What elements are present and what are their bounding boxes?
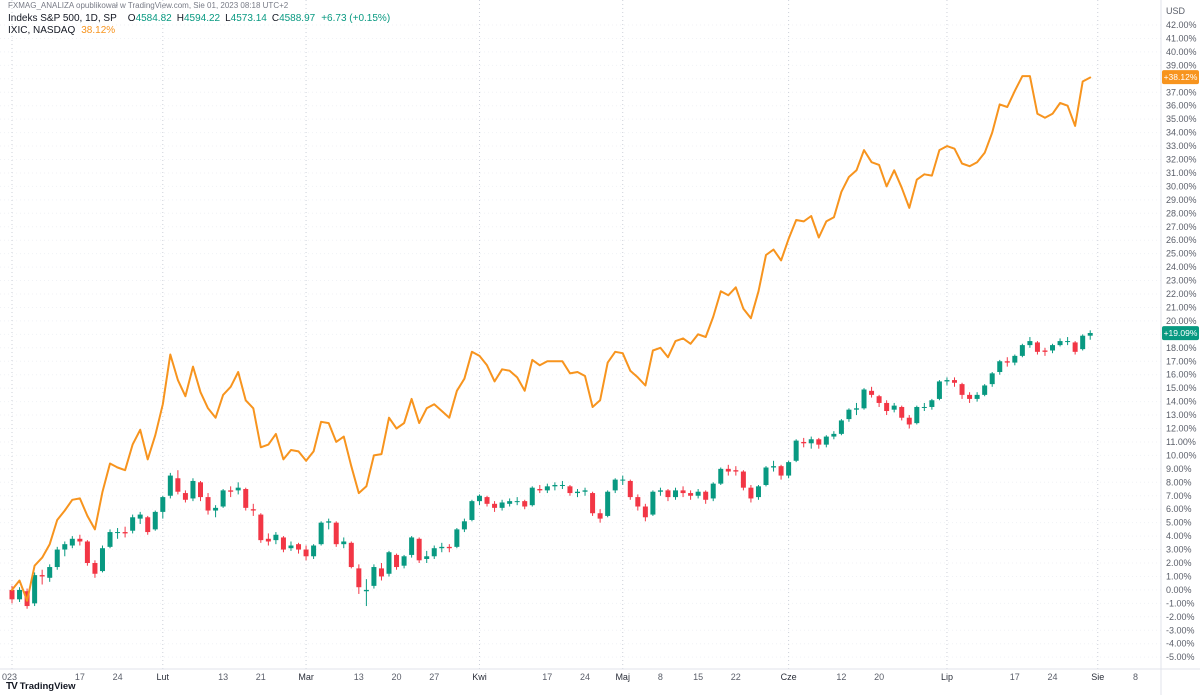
tradingview-logo[interactable]: TV TradingView	[6, 681, 76, 692]
svg-text:0.00%: 0.00%	[1166, 585, 1192, 595]
tradingview-logo-icon: TV	[6, 681, 18, 692]
grid-horizontal	[0, 24, 1161, 658]
main-symbol-title: Indeks S&P 500, 1D, SP	[8, 13, 117, 24]
svg-text:26.00%: 26.00%	[1166, 235, 1197, 245]
svg-text:-4.00%: -4.00%	[1166, 639, 1195, 649]
svg-text:42.00%: 42.00%	[1166, 20, 1197, 30]
svg-text:24.00%: 24.00%	[1166, 262, 1197, 272]
svg-text:-3.00%: -3.00%	[1166, 625, 1195, 635]
svg-text:30.00%: 30.00%	[1166, 181, 1197, 191]
svg-text:27: 27	[429, 672, 439, 682]
svg-text:9.00%: 9.00%	[1166, 464, 1192, 474]
svg-text:40.00%: 40.00%	[1166, 47, 1197, 57]
svg-text:4.00%: 4.00%	[1166, 531, 1192, 541]
svg-text:8: 8	[658, 672, 663, 682]
svg-text:-5.00%: -5.00%	[1166, 652, 1195, 662]
compare-symbol-title: IXIC, NASDAQ	[8, 25, 76, 36]
main-ohlc-values: O4584.82 H4594.22 L4573.14 C4588.97	[127, 13, 316, 24]
svg-text:17: 17	[1010, 672, 1020, 682]
svg-text:14.00%: 14.00%	[1166, 397, 1197, 407]
svg-text:33.00%: 33.00%	[1166, 141, 1197, 151]
legend-main-row[interactable]: Indeks S&P 500, 1D, SP O4584.82 H4594.22 L…	[8, 13, 390, 25]
svg-text:21: 21	[256, 672, 266, 682]
svg-text:22.00%: 22.00%	[1166, 289, 1197, 299]
svg-text:34.00%: 34.00%	[1166, 128, 1197, 138]
price-axis[interactable]: USD 42.00% 41.00% 40.00% 39.00% 37.00% 36.00% 3…	[1162, 6, 1199, 662]
compare-line-nasdaq	[11, 75, 1092, 602]
time-axis[interactable]: 023 17 24 Lut 13 21 Mar 13 20 27 Kwi 17 24 Maj 8 15 22 Cz…	[2, 672, 1138, 682]
svg-text:+38.12%: +38.12%	[1164, 72, 1198, 82]
svg-text:36.00%: 36.00%	[1166, 101, 1197, 111]
chart-legend: Indeks S&P 500, 1D, SP O4584.82 H4594.22 L…	[8, 13, 390, 37]
svg-text:20: 20	[391, 672, 401, 682]
main-change: +6.73 (+0.15%)	[321, 13, 391, 24]
publish-info: FXMAG_ANALIZA opublikował w TradingView.…	[8, 1, 289, 10]
svg-text:13: 13	[354, 672, 364, 682]
svg-text:Kwi: Kwi	[472, 672, 487, 682]
last-value-badge: +38.12%	[1162, 70, 1199, 85]
svg-text:20.00%: 20.00%	[1166, 316, 1197, 326]
svg-text:13: 13	[218, 672, 228, 682]
svg-text:12: 12	[836, 672, 846, 682]
svg-text:37.00%: 37.00%	[1166, 87, 1197, 97]
compare-change-value: 38.12%	[81, 25, 116, 36]
svg-text:Cze: Cze	[781, 672, 797, 682]
svg-text:15.00%: 15.00%	[1166, 383, 1197, 393]
svg-text:39.00%: 39.00%	[1166, 60, 1197, 70]
svg-text:USD: USD	[1166, 6, 1186, 16]
svg-text:20: 20	[874, 672, 884, 682]
svg-text:023: 023	[2, 672, 17, 682]
svg-text:16.00%: 16.00%	[1166, 370, 1197, 380]
svg-text:Sie: Sie	[1091, 672, 1104, 682]
svg-text:11.00%: 11.00%	[1166, 437, 1196, 447]
svg-text:Lip: Lip	[941, 672, 953, 682]
grid-vertical	[11, 0, 1099, 669]
svg-text:12.00%: 12.00%	[1166, 424, 1197, 434]
svg-text:8.00%: 8.00%	[1166, 477, 1192, 487]
svg-text:25.00%: 25.00%	[1166, 249, 1197, 259]
svg-text:28.00%: 28.00%	[1166, 208, 1197, 218]
svg-text:18.00%: 18.00%	[1166, 343, 1197, 353]
svg-text:41.00%: 41.00%	[1166, 33, 1197, 43]
svg-text:3.00%: 3.00%	[1166, 545, 1192, 555]
svg-text:Mar: Mar	[298, 672, 314, 682]
svg-text:35.00%: 35.00%	[1166, 114, 1197, 124]
svg-text:2.00%: 2.00%	[1166, 558, 1192, 568]
svg-text:5.00%: 5.00%	[1166, 518, 1192, 528]
svg-text:17: 17	[542, 672, 552, 682]
candlestick-series	[9, 330, 1093, 609]
svg-text:Maj: Maj	[615, 672, 630, 682]
svg-text:21.00%: 21.00%	[1166, 302, 1197, 312]
svg-text:23.00%: 23.00%	[1166, 276, 1197, 286]
last-value-badge: +19.09%	[1162, 326, 1199, 341]
svg-text:22: 22	[731, 672, 741, 682]
svg-text:-1.00%: -1.00%	[1166, 598, 1195, 608]
svg-text:32.00%: 32.00%	[1166, 155, 1197, 165]
svg-text:17.00%: 17.00%	[1166, 356, 1197, 366]
svg-text:24: 24	[113, 672, 123, 682]
svg-text:29.00%: 29.00%	[1166, 195, 1197, 205]
svg-text:10.00%: 10.00%	[1166, 450, 1197, 460]
svg-text:8: 8	[1133, 672, 1138, 682]
tradingview-logo-text: TradingView	[19, 681, 76, 692]
svg-text:31.00%: 31.00%	[1166, 168, 1197, 178]
svg-text:7.00%: 7.00%	[1166, 491, 1192, 501]
svg-text:6.00%: 6.00%	[1166, 504, 1192, 514]
svg-text:1.00%: 1.00%	[1166, 571, 1192, 581]
svg-text:27.00%: 27.00%	[1166, 222, 1197, 232]
svg-text:17: 17	[75, 672, 85, 682]
legend-compare-row[interactable]: IXIC, NASDAQ 38.12%	[8, 25, 390, 37]
svg-text:24: 24	[580, 672, 590, 682]
svg-text:Lut: Lut	[157, 672, 170, 682]
svg-text:-2.00%: -2.00%	[1166, 612, 1195, 622]
svg-text:13.00%: 13.00%	[1166, 410, 1197, 420]
svg-text:24: 24	[1047, 672, 1057, 682]
svg-text:15: 15	[693, 672, 703, 682]
svg-text:+19.09%: +19.09%	[1164, 328, 1198, 338]
